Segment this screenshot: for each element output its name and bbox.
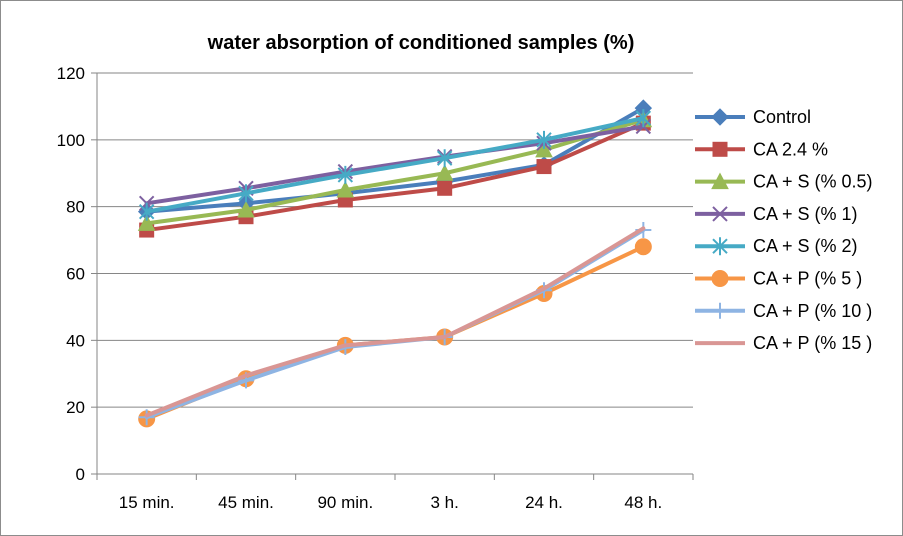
data-point-triangle bbox=[435, 164, 454, 181]
y-tick-label: 60 bbox=[66, 265, 85, 284]
legend-label: CA + S (% 1) bbox=[753, 204, 858, 224]
y-tick-label: 120 bbox=[57, 64, 85, 83]
legend-item: CA + S (% 2) bbox=[695, 236, 858, 256]
series-line bbox=[144, 116, 646, 214]
legend-label: CA + S (% 0.5) bbox=[753, 172, 873, 192]
data-point-triangle bbox=[237, 200, 255, 218]
data-point-triangle bbox=[535, 140, 553, 158]
legend-item: Control bbox=[695, 107, 811, 127]
data-point-triangle bbox=[336, 180, 355, 198]
data-point-circle bbox=[711, 270, 729, 287]
data-point-circle bbox=[634, 238, 652, 256]
series-line bbox=[144, 106, 646, 214]
y-tick-label: 40 bbox=[66, 331, 85, 350]
data-point-triangle bbox=[711, 172, 729, 190]
series-line bbox=[144, 124, 646, 206]
data-point-square bbox=[536, 159, 552, 175]
y-axis-ticks: 0 20 40 60 80 100 120 bbox=[57, 64, 97, 484]
series-line bbox=[144, 228, 646, 420]
legend-item: CA + S (% 1) bbox=[695, 204, 858, 224]
series-7 bbox=[138, 222, 652, 426]
x-tick-label: 15 min. bbox=[119, 493, 175, 512]
data-point-asterisk bbox=[536, 130, 552, 149]
data-point-asterisk bbox=[238, 184, 254, 203]
y-tick-label: 80 bbox=[66, 198, 85, 217]
legend-label: Control bbox=[753, 107, 811, 127]
data-point-asterisk bbox=[712, 237, 728, 256]
legend-label: CA + P (% 10 ) bbox=[753, 301, 872, 321]
series-3 bbox=[137, 110, 653, 231]
data-point-square bbox=[712, 141, 728, 157]
data-point-square bbox=[437, 180, 453, 196]
y-tick-label: 100 bbox=[57, 131, 85, 150]
series-line bbox=[144, 117, 646, 226]
legend-label: CA + S (% 2) bbox=[753, 236, 858, 256]
data-point-diamond bbox=[711, 108, 729, 126]
x-tick-label: 90 min. bbox=[317, 493, 373, 512]
data-point-asterisk bbox=[635, 109, 652, 128]
legend-item: CA 2.4 % bbox=[695, 139, 828, 159]
series-line bbox=[144, 226, 646, 418]
legend-item: CA + P (% 15 ) bbox=[695, 333, 872, 353]
series-group bbox=[137, 99, 653, 428]
data-point-asterisk bbox=[436, 149, 453, 168]
data-point-plus bbox=[712, 302, 728, 319]
chart-title: water absorption of conditioned samples … bbox=[207, 32, 635, 54]
data-point-triangle bbox=[137, 214, 156, 231]
legend-label: CA + P (% 15 ) bbox=[753, 333, 872, 353]
data-point-asterisk bbox=[337, 165, 354, 184]
y-tick-label: 20 bbox=[66, 398, 85, 417]
series-5 bbox=[138, 109, 652, 221]
series-8 bbox=[144, 226, 646, 418]
series-line bbox=[144, 121, 646, 233]
legend-item: CA + P (% 10 ) bbox=[695, 301, 872, 321]
legend-item: CA + S (% 0.5) bbox=[695, 172, 873, 192]
legend: Control CA 2.4 % CA + S (% 0.5) CA + S (% 1… bbox=[695, 107, 873, 353]
legend-label: CA + P (% 5 ) bbox=[753, 269, 862, 289]
y-tick-label: 0 bbox=[76, 465, 85, 484]
x-tick-label: 45 min. bbox=[218, 493, 274, 512]
x-tick-label: 48 h. bbox=[624, 493, 662, 512]
legend-item: CA + P (% 5 ) bbox=[695, 269, 862, 289]
data-point-x bbox=[712, 206, 728, 222]
data-point-asterisk bbox=[138, 202, 155, 221]
series-6 bbox=[138, 238, 652, 428]
x-axis-ticks: 15 min. 45 min. 90 min. 3 h. 24 h. 48 h. bbox=[96, 474, 694, 512]
legend-label: CA 2.4 % bbox=[753, 139, 828, 159]
gridlines bbox=[97, 72, 693, 408]
series-1 bbox=[137, 99, 653, 221]
x-tick-label: 3 h. bbox=[430, 493, 458, 512]
x-tick-label: 24 h. bbox=[525, 493, 563, 512]
